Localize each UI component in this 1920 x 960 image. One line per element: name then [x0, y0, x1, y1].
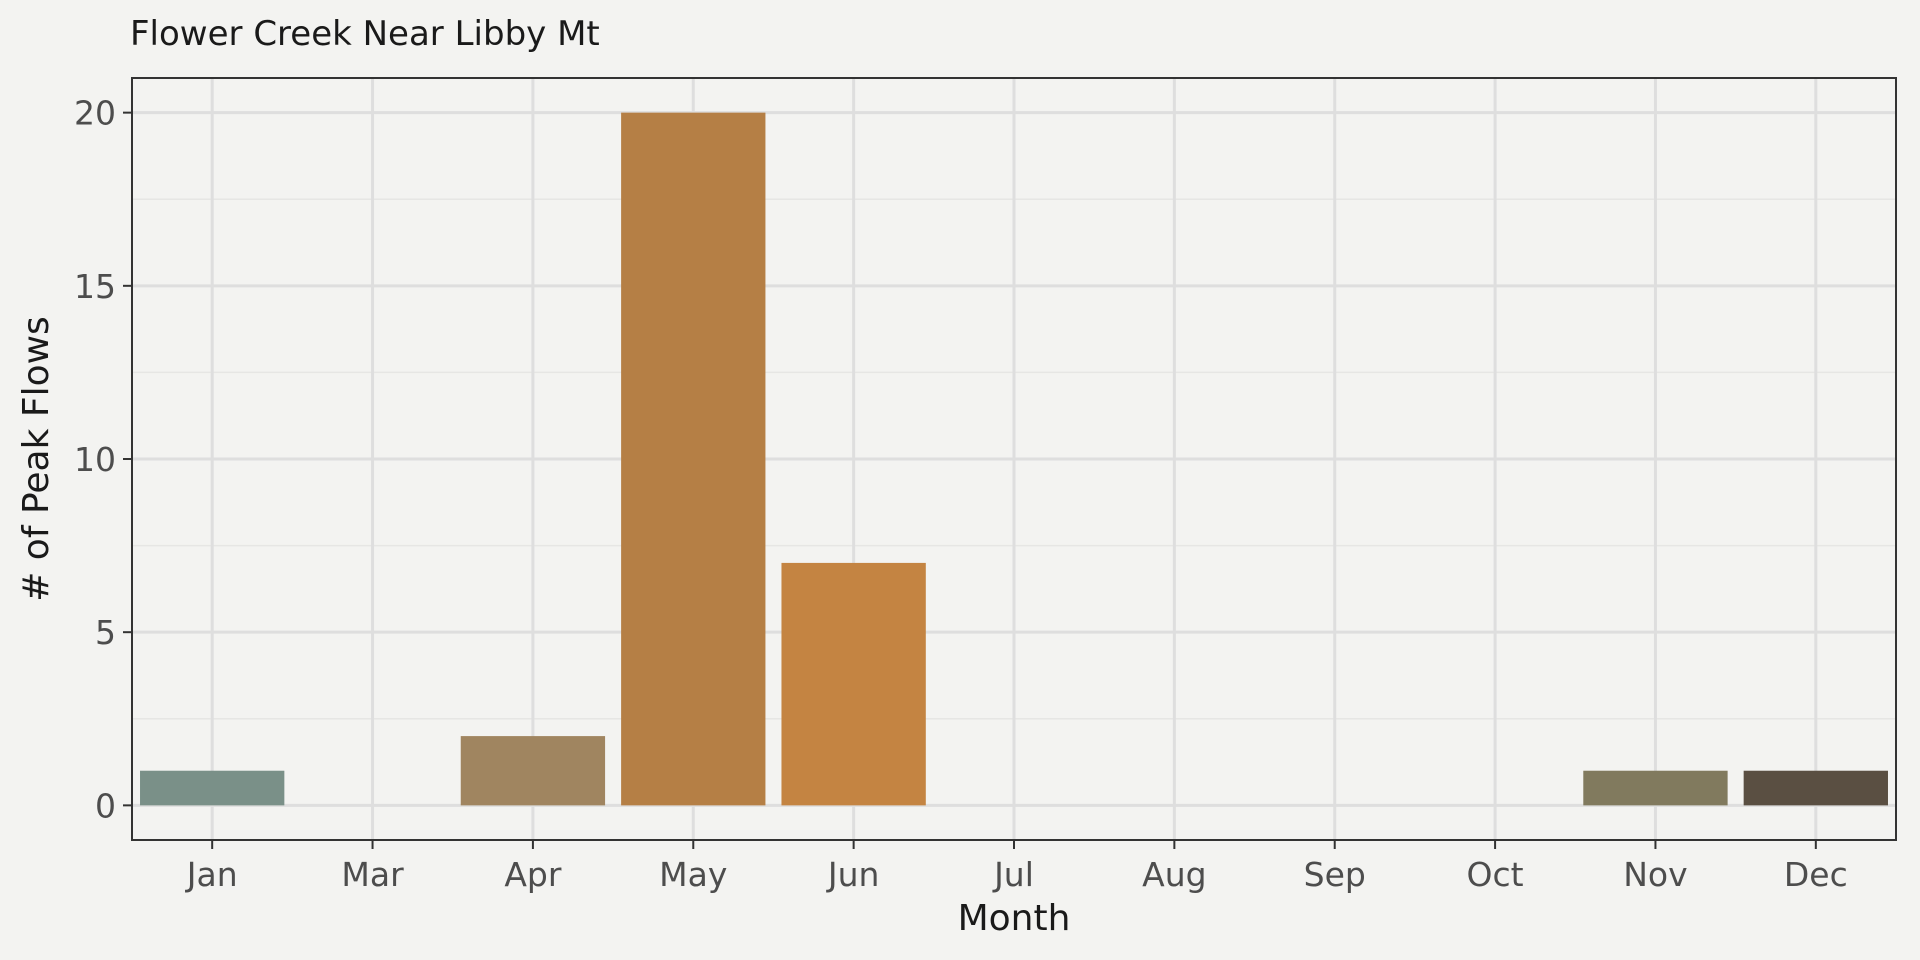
- bar-jan: [140, 770, 285, 806]
- y-tick-label: 20: [74, 94, 116, 133]
- bar-jun: [781, 562, 926, 806]
- x-tick-label: Jul: [992, 855, 1034, 894]
- y-tick-label: 5: [95, 613, 116, 652]
- y-axis-title: # of Peak Flows: [16, 316, 57, 602]
- x-tick-label: Sep: [1304, 855, 1366, 894]
- x-tick-label: Oct: [1467, 855, 1524, 894]
- bar-dec: [1743, 770, 1888, 806]
- x-tick-label: Dec: [1784, 855, 1848, 894]
- x-tick-label: Nov: [1623, 855, 1687, 894]
- y-tick-label: 15: [74, 267, 116, 306]
- x-tick-label: Jun: [826, 855, 880, 894]
- y-tick-label: 0: [95, 786, 116, 825]
- x-tick-label: Mar: [341, 855, 404, 894]
- bar-may: [621, 112, 766, 806]
- x-tick-label: Jan: [185, 855, 238, 894]
- x-tick-label: Aug: [1142, 855, 1206, 894]
- bar-nov: [1583, 770, 1728, 806]
- tick-labels: 0 5 10 15 20 Jan Mar Apr May Jun Jul Aug Sep Oct Nov De…: [74, 94, 1848, 894]
- y-tick-label: 10: [74, 440, 116, 479]
- bars: [140, 112, 1888, 806]
- grid: [132, 78, 1896, 840]
- x-axis-title: Month: [958, 898, 1071, 939]
- x-tick-label: Apr: [504, 855, 562, 894]
- axis-ticks: [123, 111, 1817, 849]
- chart-title: Flower Creek Near Libby Mt: [130, 14, 600, 54]
- x-tick-label: May: [659, 855, 727, 894]
- bar-apr: [460, 736, 606, 806]
